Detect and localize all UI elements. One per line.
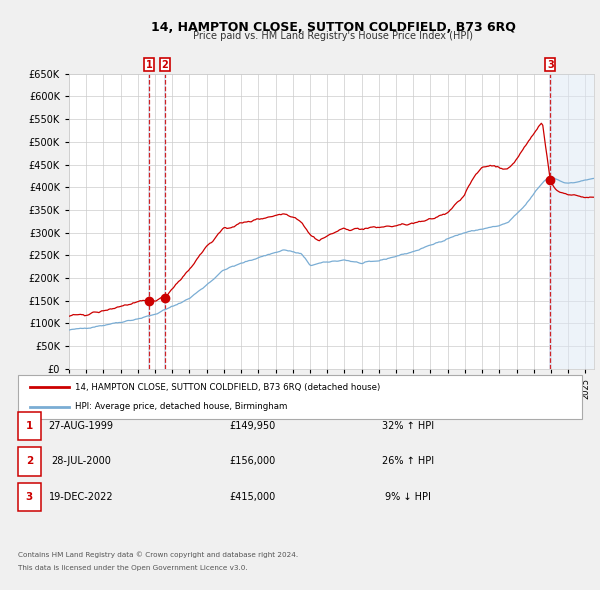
Text: 3: 3 [547,60,554,70]
Text: 1: 1 [146,60,152,70]
Text: 2: 2 [161,60,168,70]
Text: 14, HAMPTON CLOSE, SUTTON COLDFIELD, B73 6RQ (detached house): 14, HAMPTON CLOSE, SUTTON COLDFIELD, B73… [75,382,380,392]
Text: 2: 2 [26,457,33,466]
Bar [148,74,151,369]
Text: 9% ↓ HPI: 9% ↓ HPI [385,492,431,502]
Text: £415,000: £415,000 [229,492,275,502]
Text: 28-JUL-2000: 28-JUL-2000 [51,457,111,466]
Bar [549,74,551,369]
Text: 27-AUG-1999: 27-AUG-1999 [49,421,113,431]
Text: 19-DEC-2022: 19-DEC-2022 [49,492,113,502]
Bar [549,74,594,369]
Bar [163,74,166,369]
Text: 1: 1 [26,421,33,431]
Text: This data is licensed under the Open Government Licence v3.0.: This data is licensed under the Open Gov… [18,565,248,571]
Text: £149,950: £149,950 [229,421,275,431]
Text: Price paid vs. HM Land Registry's House Price Index (HPI): Price paid vs. HM Land Registry's House … [193,31,473,41]
Text: £156,000: £156,000 [229,457,275,466]
Text: 3: 3 [26,492,33,502]
Text: 32% ↑ HPI: 32% ↑ HPI [382,421,434,431]
Text: Contains HM Land Registry data © Crown copyright and database right 2024.: Contains HM Land Registry data © Crown c… [18,551,298,558]
Text: 26% ↑ HPI: 26% ↑ HPI [382,457,434,466]
Text: HPI: Average price, detached house, Birmingham: HPI: Average price, detached house, Birm… [75,402,287,411]
Text: 14, HAMPTON CLOSE, SUTTON COLDFIELD, B73 6RQ: 14, HAMPTON CLOSE, SUTTON COLDFIELD, B73… [151,21,515,34]
